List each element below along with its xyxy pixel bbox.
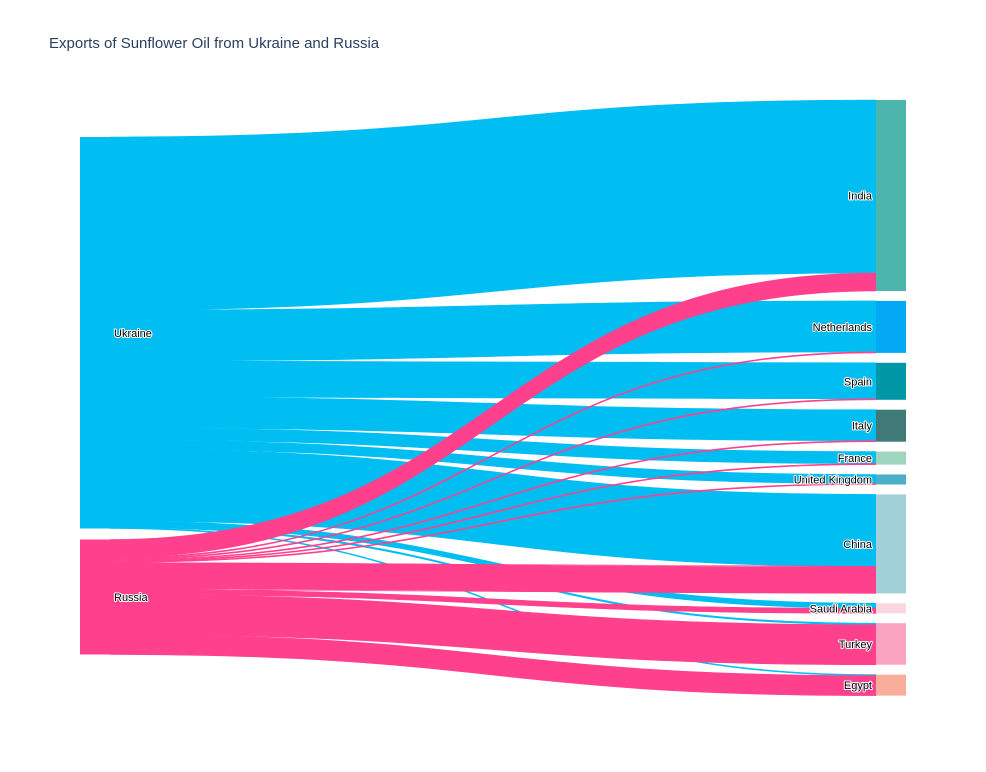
node-label-ukraine: Ukraine: [114, 328, 152, 340]
node-label-italy: Italy: [852, 421, 873, 433]
node-label-india: India: [848, 191, 873, 203]
node-label-russia: Russia: [114, 592, 149, 604]
node-china[interactable]: [876, 494, 906, 594]
node-ukraine[interactable]: [80, 137, 110, 529]
link-ukraine-to-india[interactable]: [109, 99, 877, 311]
node-united-kingdom[interactable]: [876, 474, 906, 485]
node-netherlands[interactable]: [876, 300, 906, 353]
link-ukraine-to-china[interactable]: [109, 448, 877, 567]
link-russia-to-china[interactable]: [109, 562, 877, 594]
node-label-france: France: [838, 453, 872, 465]
node-label-united-kingdom: United Kingdom: [794, 475, 872, 487]
nodes-layer: [80, 100, 906, 696]
node-label-netherlands: Netherlands: [813, 322, 873, 334]
node-russia[interactable]: [80, 539, 110, 655]
node-label-spain: Spain: [844, 376, 872, 388]
node-italy[interactable]: [876, 409, 906, 442]
link-ukraine-to-spain[interactable]: [109, 360, 877, 400]
node-label-china: China: [843, 539, 873, 551]
node-france[interactable]: [876, 451, 906, 465]
node-label-saudi-arabia: Saudi Arabia: [810, 603, 873, 615]
chart-title: Exports of Sunflower Oil from Ukraine an…: [49, 35, 380, 52]
node-egypt[interactable]: [876, 674, 906, 696]
node-india[interactable]: [876, 100, 906, 291]
labels-layer: Ukraine Russia India Netherlands Spain Italy F…: [113, 190, 874, 694]
link-ukraine-to-netherlands[interactable]: [109, 300, 877, 362]
node-saudi-arabia[interactable]: [876, 603, 906, 614]
node-spain[interactable]: [876, 362, 906, 400]
node-label-egypt: Egypt: [844, 680, 872, 692]
links-layer: [109, 99, 877, 696]
node-turkey[interactable]: [876, 623, 906, 665]
node-label-turkey: Turkey: [839, 639, 873, 651]
